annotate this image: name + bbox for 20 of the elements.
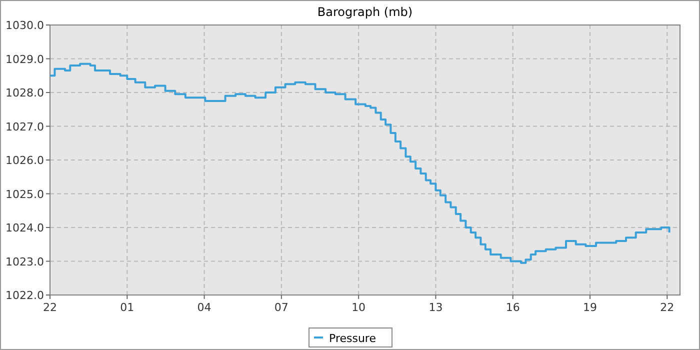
x-tick-label: 07: [274, 301, 288, 314]
y-tick-label: 1022.0: [6, 289, 44, 302]
chart-title: Barograph (mb): [317, 5, 413, 19]
x-tick-label: 10: [352, 301, 366, 314]
x-tick-label: 16: [506, 301, 520, 314]
legend-label: Pressure: [329, 332, 376, 345]
y-tick-label: 1023.0: [6, 255, 44, 268]
y-tick-label: 1026.0: [6, 154, 44, 167]
y-tick-label: 1028.0: [6, 86, 44, 100]
x-tick-label: 22: [43, 301, 57, 314]
y-tick-label: 1030.0: [6, 19, 44, 32]
x-tick-label: 19: [583, 301, 597, 314]
y-tick-label: 1024.0: [6, 222, 44, 234]
x-tick-label: 22: [660, 301, 674, 314]
y-tick-label: 1027.0: [6, 120, 44, 134]
y-tick-label: 1025.0: [6, 188, 44, 201]
x-tick-label: 13: [428, 301, 443, 314]
x-tick-label: 04: [197, 301, 212, 314]
y-tick-label: 1029.0: [6, 52, 44, 66]
x-tick-label: 01: [120, 301, 134, 314]
